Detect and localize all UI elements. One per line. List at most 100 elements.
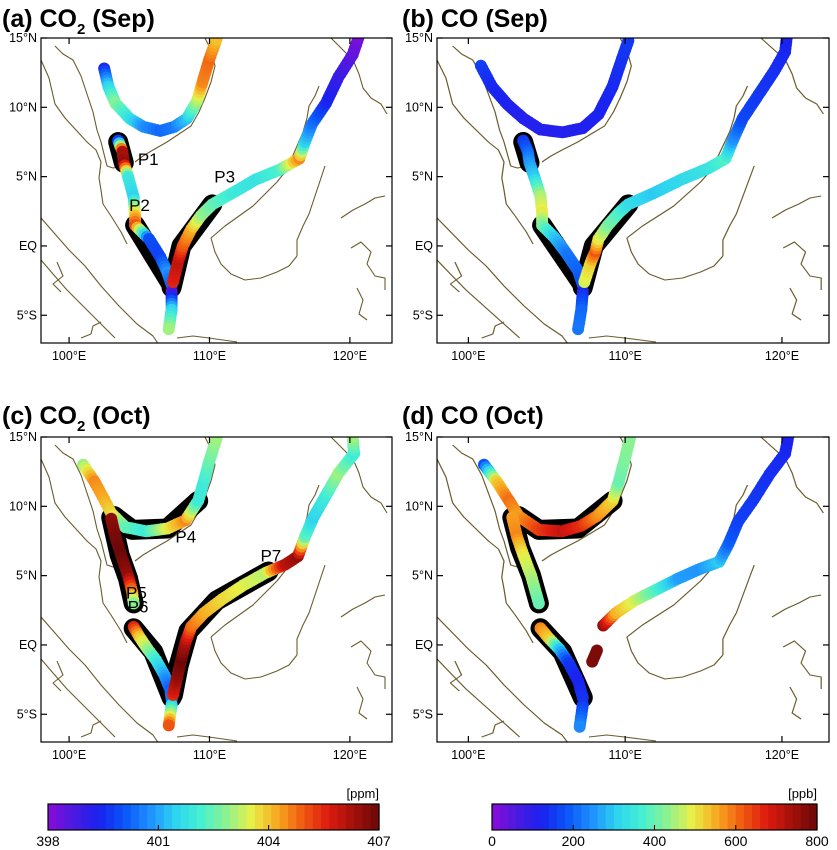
flight-tracks: [478, 437, 795, 733]
track-point: [622, 38, 635, 47]
panel-title: (d) CO (Oct): [402, 402, 544, 430]
colorbar-swatch: [345, 804, 355, 830]
colorbar-swatch: [662, 804, 672, 830]
y-tick-label: EQ: [19, 239, 37, 253]
colorbar-swatch: [329, 804, 339, 830]
colorbar-swatch: [213, 804, 223, 830]
colorbar-swatch: [573, 804, 582, 830]
colorbar-swatch: [678, 804, 688, 830]
x-tick-label: 120°E: [333, 748, 367, 762]
panel-title-subscript: 2: [77, 21, 85, 38]
panel-title-main: (d) CO (Oct): [402, 402, 544, 430]
y-tick-label: 15°N: [405, 430, 433, 444]
colorbar-tick-label: 401: [147, 833, 171, 849]
colorbar-swatch: [81, 804, 90, 830]
colorbar-swatch: [72, 804, 82, 830]
region-label: P7: [260, 546, 281, 565]
colorbar-swatch: [719, 804, 729, 830]
colorbar-swatch: [687, 804, 696, 830]
track-point: [162, 719, 175, 732]
colorbar-swatch: [130, 804, 140, 830]
colorbar-swatch: [605, 804, 615, 830]
colorbar-swatch: [768, 804, 777, 830]
colorbar-swatch: [784, 804, 794, 830]
colorbar-swatch: [548, 804, 558, 830]
colorbar-swatch: [163, 804, 173, 830]
y-tick-label: 10°N: [405, 100, 433, 114]
x-tick-label: 110°E: [609, 748, 642, 762]
track-point: [623, 437, 636, 445]
region-label: P3: [214, 167, 235, 186]
colorbar-swatch: [516, 804, 526, 830]
colorbar-swatch: [97, 804, 107, 830]
colorbar-frame: [47, 803, 380, 831]
colorbar-tick-label: 404: [257, 833, 281, 849]
colorbar-swatch: [139, 804, 148, 830]
colorbar-swatch: [221, 804, 231, 830]
colorbar-tick-label: 400: [643, 833, 667, 849]
track-point: [590, 644, 603, 657]
panel-d: 100°E 110°E 120°E 15°N 10°N 5°N EQ 5°S (d) CO (O…: [402, 402, 830, 762]
colorbar-swatch: [263, 804, 273, 830]
colorbar-swatch: [147, 804, 157, 830]
colorbar-swatch: [205, 804, 215, 830]
colorbar-tick-label: 800: [805, 833, 829, 849]
x-tick-label: 110°E: [193, 748, 226, 762]
colorbar-swatch: [776, 804, 786, 830]
y-tick-label: 10°N: [405, 499, 433, 513]
colorbar-swatch: [122, 804, 132, 830]
colorbar-swatch: [246, 804, 256, 830]
plot-frame: [40, 436, 393, 743]
colorbar-swatch: [808, 804, 818, 830]
colorbar-tick-label: 398: [36, 833, 60, 849]
colorbar-swatch: [64, 804, 74, 830]
y-tick-label: 15°N: [9, 430, 37, 444]
x-tick-label: 100°E: [451, 349, 485, 363]
colorbar-swatch: [254, 804, 264, 830]
colorbar-swatch: [492, 804, 501, 830]
track-point: [782, 437, 795, 443]
colorbar-swatch: [800, 804, 810, 830]
colorbar-swatch: [362, 804, 372, 830]
region-label: P1: [138, 150, 159, 169]
colorbar-swatch: [532, 804, 542, 830]
colorbar-swatch: [155, 804, 165, 830]
panel-a: 100°E 110°E 120°E 15°N 10°N 5°N EQ 5°S (a) CO2 (…: [2, 5, 393, 363]
colorbar-co2: [ppm] 398 401 404 407: [36, 786, 391, 849]
region-label: P2: [129, 196, 150, 215]
colorbar-swatch: [354, 804, 364, 830]
y-tick-label: 10°N: [9, 499, 37, 513]
flight-tracks: [77, 437, 361, 732]
track-point: [573, 720, 586, 733]
panel-title-main: (c) CO: [2, 402, 77, 430]
colorbar-swatch: [581, 804, 591, 830]
panel-c: 100°E 110°E 120°E 15°N 10°N 5°N EQ 5°S (c) CO2 (…: [2, 402, 393, 762]
panel-title-main: (b) CO (Sep): [402, 5, 548, 33]
region-label: P5: [126, 583, 147, 602]
y-tick-label: 15°N: [405, 31, 433, 45]
flight-tracks: [98, 38, 365, 336]
plot-frame: [436, 37, 830, 344]
colorbar-swatch: [727, 804, 737, 830]
colorbar-swatch: [114, 804, 124, 830]
plot-frame: [40, 37, 393, 344]
colorbar-tick-label: 200: [562, 833, 586, 849]
colorbar-swatch: [540, 804, 550, 830]
colorbar-swatch: [296, 804, 306, 830]
x-tick-label: 100°E: [451, 748, 485, 762]
colorbar-swatch: [565, 804, 574, 830]
colorbar-swatch: [271, 804, 281, 830]
colorbar-swatch: [172, 804, 182, 830]
colorbar-swatch: [321, 804, 330, 830]
x-tick-label: 110°E: [193, 349, 226, 363]
y-tick-label: 5°S: [413, 707, 433, 721]
panel-b: 100°E 110°E 120°E 15°N 10°N 5°N EQ 5°S (b) CO (S…: [402, 5, 830, 363]
colorbar-swatch: [670, 804, 680, 830]
colorbar-swatch: [337, 804, 347, 830]
track-point: [210, 437, 223, 445]
panel-title: (b) CO (Sep): [402, 5, 548, 33]
colorbar-swatch: [312, 804, 322, 830]
colorbar-swatch: [711, 804, 721, 830]
colorbar-swatch: [508, 804, 517, 830]
